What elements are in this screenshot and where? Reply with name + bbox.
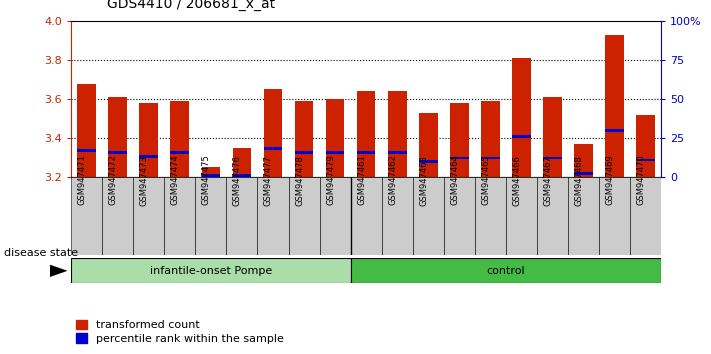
Bar bbox=[295, 151, 314, 154]
Bar bbox=[171, 151, 189, 154]
Text: GSM947463: GSM947463 bbox=[419, 155, 428, 206]
Text: GSM947476: GSM947476 bbox=[233, 155, 242, 206]
Text: GSM947472: GSM947472 bbox=[109, 155, 118, 205]
Bar bbox=[351, 258, 661, 283]
Bar bbox=[599, 177, 630, 255]
Bar bbox=[444, 177, 475, 255]
Bar bbox=[164, 177, 196, 255]
Bar bbox=[351, 177, 382, 255]
Text: GSM947470: GSM947470 bbox=[636, 155, 646, 205]
Bar bbox=[512, 58, 531, 177]
Bar bbox=[568, 177, 599, 255]
Bar bbox=[71, 177, 102, 255]
Text: GDS4410 / 206681_x_at: GDS4410 / 206681_x_at bbox=[107, 0, 274, 11]
Bar bbox=[506, 177, 537, 255]
Bar bbox=[450, 156, 469, 159]
Bar bbox=[481, 156, 500, 159]
Bar bbox=[201, 167, 220, 177]
Bar bbox=[196, 177, 226, 255]
Bar bbox=[481, 101, 500, 177]
Text: GSM947473: GSM947473 bbox=[140, 155, 149, 206]
Bar bbox=[630, 177, 661, 255]
Text: infantile-onset Pompe: infantile-onset Pompe bbox=[150, 266, 272, 276]
Bar bbox=[108, 97, 127, 177]
Bar bbox=[543, 156, 562, 159]
Bar bbox=[388, 151, 407, 154]
Legend: transformed count, percentile rank within the sample: transformed count, percentile rank withi… bbox=[71, 315, 288, 348]
Text: GSM947468: GSM947468 bbox=[574, 155, 584, 206]
Text: GSM947471: GSM947471 bbox=[77, 155, 87, 205]
Bar bbox=[295, 101, 314, 177]
Bar bbox=[357, 91, 375, 177]
Text: GSM947478: GSM947478 bbox=[295, 155, 304, 206]
Bar bbox=[133, 177, 164, 255]
Bar bbox=[108, 151, 127, 154]
Bar bbox=[605, 129, 624, 132]
Bar bbox=[257, 177, 289, 255]
Bar bbox=[139, 103, 158, 177]
Bar bbox=[388, 91, 407, 177]
Bar bbox=[450, 103, 469, 177]
Bar bbox=[264, 90, 282, 177]
Bar bbox=[71, 258, 351, 283]
Text: GSM947465: GSM947465 bbox=[481, 155, 491, 205]
Text: disease state: disease state bbox=[4, 248, 77, 258]
Bar bbox=[636, 115, 655, 177]
Text: GSM947464: GSM947464 bbox=[450, 155, 459, 205]
Bar bbox=[382, 177, 413, 255]
Bar bbox=[543, 97, 562, 177]
Text: GSM947469: GSM947469 bbox=[606, 155, 614, 205]
Text: GSM947461: GSM947461 bbox=[357, 155, 366, 205]
Text: GSM947477: GSM947477 bbox=[264, 155, 273, 206]
Bar bbox=[289, 177, 319, 255]
Bar bbox=[419, 160, 437, 163]
Bar bbox=[413, 177, 444, 255]
Bar bbox=[357, 151, 375, 154]
Bar bbox=[537, 177, 568, 255]
Polygon shape bbox=[50, 265, 68, 277]
Bar bbox=[605, 35, 624, 177]
Bar bbox=[419, 113, 437, 177]
Bar bbox=[326, 99, 344, 177]
Bar bbox=[77, 84, 96, 177]
Bar bbox=[574, 172, 593, 175]
Bar bbox=[77, 149, 96, 152]
Text: GSM947462: GSM947462 bbox=[388, 155, 397, 205]
Bar bbox=[226, 177, 257, 255]
Bar bbox=[232, 174, 251, 177]
Text: GSM947474: GSM947474 bbox=[171, 155, 180, 205]
Bar bbox=[475, 177, 506, 255]
Text: GSM947475: GSM947475 bbox=[202, 155, 211, 205]
Bar bbox=[574, 144, 593, 177]
Text: GSM947479: GSM947479 bbox=[326, 155, 335, 205]
Bar bbox=[512, 135, 531, 138]
Text: GSM947466: GSM947466 bbox=[513, 155, 521, 206]
Bar bbox=[264, 147, 282, 150]
Bar bbox=[326, 151, 344, 154]
Text: control: control bbox=[486, 266, 525, 276]
Bar bbox=[171, 101, 189, 177]
Bar bbox=[201, 174, 220, 177]
Bar bbox=[139, 155, 158, 158]
Bar bbox=[319, 177, 351, 255]
Bar bbox=[102, 177, 133, 255]
Text: GSM947467: GSM947467 bbox=[543, 155, 552, 206]
Bar bbox=[636, 159, 655, 161]
Bar bbox=[232, 148, 251, 177]
